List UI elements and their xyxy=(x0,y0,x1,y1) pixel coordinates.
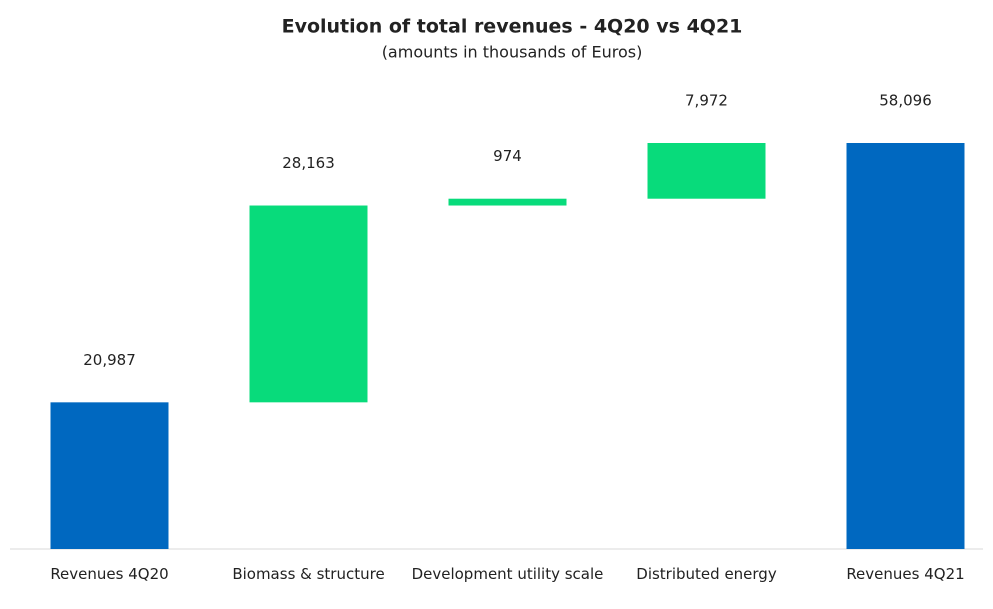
x-tick-label: Distributed energy xyxy=(636,565,777,583)
chart-title: Evolution of total revenues - 4Q20 vs 4Q… xyxy=(282,16,743,38)
bar xyxy=(448,198,567,206)
x-label-box: Biomass & structure xyxy=(232,565,385,583)
bar xyxy=(846,143,965,549)
chart-subtitle: (amounts in thousands of Euros) xyxy=(382,43,643,62)
bar xyxy=(249,205,368,403)
x-tick-label: Revenues 4Q20 xyxy=(50,565,169,583)
x-tick-label: Biomass & structure xyxy=(232,565,385,583)
x-tick-label: Development utility scale xyxy=(411,565,604,583)
x-tick-label: Revenues 4Q21 xyxy=(846,565,965,583)
x-label-box: Distributed energy xyxy=(636,565,777,583)
value-label: 7,972 xyxy=(685,92,728,110)
value-label: 58,096 xyxy=(879,92,932,110)
value-label: 28,163 xyxy=(282,154,335,172)
bar xyxy=(647,143,766,199)
x-label-box: Development utility scale xyxy=(411,565,604,583)
bar xyxy=(50,402,169,549)
x-label-box: Revenues 4Q20 xyxy=(50,565,169,583)
value-label: 974 xyxy=(493,147,522,165)
x-label-box: Revenues 4Q21 xyxy=(846,565,965,583)
value-label: 20,987 xyxy=(83,351,136,369)
